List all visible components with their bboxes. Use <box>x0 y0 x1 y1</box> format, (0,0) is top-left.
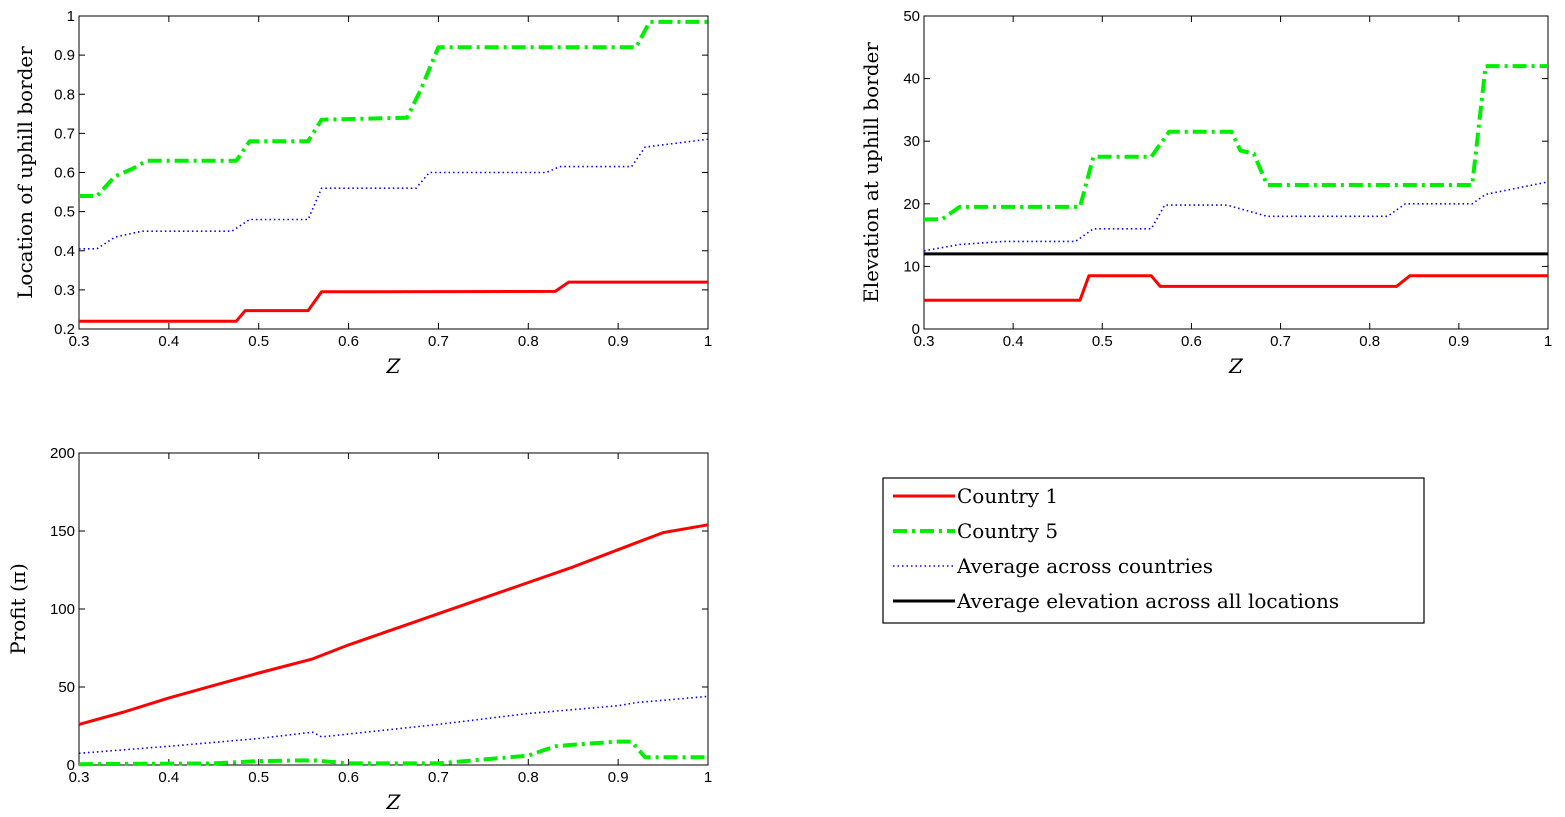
series-line-country-5 <box>79 19 708 198</box>
x-tick-label: 0.8 <box>1359 333 1380 350</box>
y-tick-label: 200 <box>50 445 75 462</box>
x-tick-label: 1 <box>1544 333 1552 350</box>
legend-label: Average across countries <box>956 554 1213 578</box>
y-tick-label: 0.6 <box>54 165 75 182</box>
x-tick-label: 0.7 <box>1270 333 1291 350</box>
x-tick-label: 0.5 <box>248 333 269 350</box>
y-tick-label: 20 <box>903 196 920 213</box>
x-tick-label: 0.3 <box>914 333 935 350</box>
y-tick-label: 0.9 <box>54 47 75 64</box>
series-line-country-5 <box>924 64 1548 222</box>
y-tick-label: 40 <box>903 71 920 88</box>
x-tick-label: 0.8 <box>518 769 539 786</box>
y-tick-label: 50 <box>58 679 75 696</box>
y-tick-label: 0.3 <box>54 282 75 299</box>
x-tick-label: 0.5 <box>248 769 269 786</box>
series-line-country-1 <box>79 280 708 323</box>
y-axis-label: Elevation at uphill border <box>859 42 883 303</box>
legend-label: Average elevation across all locations <box>956 589 1339 613</box>
x-tick-label: 0.7 <box>428 769 449 786</box>
chart-profit: 0.3 0.4 0.5 0.6 0.7 0.8 0.9 1 0 50 100 150 200 Z Profi… <box>6 445 712 814</box>
y-tick-label: 0 <box>912 321 920 338</box>
y-axis-label: Location of uphill border <box>13 46 37 299</box>
series-line-country-1 <box>78 523 709 726</box>
y-tick-label: 10 <box>903 258 920 275</box>
y-tick-label: 50 <box>903 8 920 25</box>
x-tick-label: 0.6 <box>1181 333 1202 350</box>
legend-label: Country 1 <box>957 484 1058 508</box>
chart-elevation-uphill-border: 0.3 0.4 0.5 0.6 0.7 0.8 0.9 101020304050ZElevat… <box>859 8 1552 378</box>
y-tick-label: 150 <box>50 523 75 540</box>
y-tick-label: 0.4 <box>54 243 75 260</box>
y-tick-label: 100 <box>50 601 75 618</box>
y-tick-label: 0 <box>67 757 75 774</box>
plot-frame <box>78 15 709 330</box>
chart-location-uphill-border: 0.3 0.4 0.5 0.6 0.7 0.8 0.9 10.20.30.40.50.60.7… <box>13 8 712 378</box>
y-tick-label: 1 <box>67 8 75 25</box>
x-tick-label: 1 <box>704 769 712 786</box>
x-tick-label: 0.9 <box>1448 333 1469 350</box>
series-line-average-across-countries <box>79 138 709 250</box>
series-line-country-1 <box>924 274 1548 302</box>
x-tick-label: 0.3 <box>69 333 90 350</box>
y-tick-label: 0.5 <box>54 204 75 221</box>
legend: Country 1 Country 5 Average across countri… <box>882 477 1425 624</box>
x-tick-label: 0.6 <box>338 769 359 786</box>
y-tick-label: 0.2 <box>54 321 75 338</box>
x-tick-label: 1 <box>704 333 712 350</box>
y-tick-label: 0.8 <box>54 86 75 103</box>
x-tick-label: 0.4 <box>1003 333 1024 350</box>
y-tick-label: 0.7 <box>54 125 75 142</box>
x-axis-label: Z <box>386 790 402 814</box>
x-tick-label: 0.6 <box>338 333 359 350</box>
y-axis-label: Profit (π) <box>6 563 30 655</box>
x-tick-label: 0.9 <box>608 333 629 350</box>
y-tick-label: 30 <box>903 133 920 150</box>
x-tick-label: 0.7 <box>428 333 449 350</box>
plot-frame <box>78 452 709 766</box>
plot-frame <box>923 15 1549 330</box>
x-tick-label: 0.5 <box>1092 333 1113 350</box>
x-tick-label: 0.4 <box>158 333 179 350</box>
x-tick-label: 0.4 <box>158 769 179 786</box>
x-tick-label: 0.8 <box>518 333 539 350</box>
x-axis-label: Z <box>1228 354 1244 378</box>
x-axis-label: Z <box>386 354 402 378</box>
legend-box <box>882 477 1425 624</box>
legend-label: Country 5 <box>957 519 1058 543</box>
x-tick-label: 0.3 <box>69 769 90 786</box>
x-tick-label: 0.9 <box>608 769 629 786</box>
series-line-average-across-countries <box>78 695 709 755</box>
